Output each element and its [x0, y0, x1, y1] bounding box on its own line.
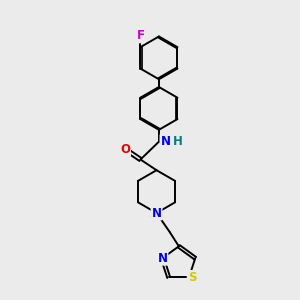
Text: N: N	[160, 135, 170, 148]
Text: H: H	[172, 135, 182, 148]
Text: O: O	[120, 142, 130, 156]
Text: S: S	[188, 271, 196, 284]
Text: F: F	[136, 29, 144, 42]
Text: N: N	[158, 252, 167, 265]
Text: N: N	[152, 206, 161, 220]
